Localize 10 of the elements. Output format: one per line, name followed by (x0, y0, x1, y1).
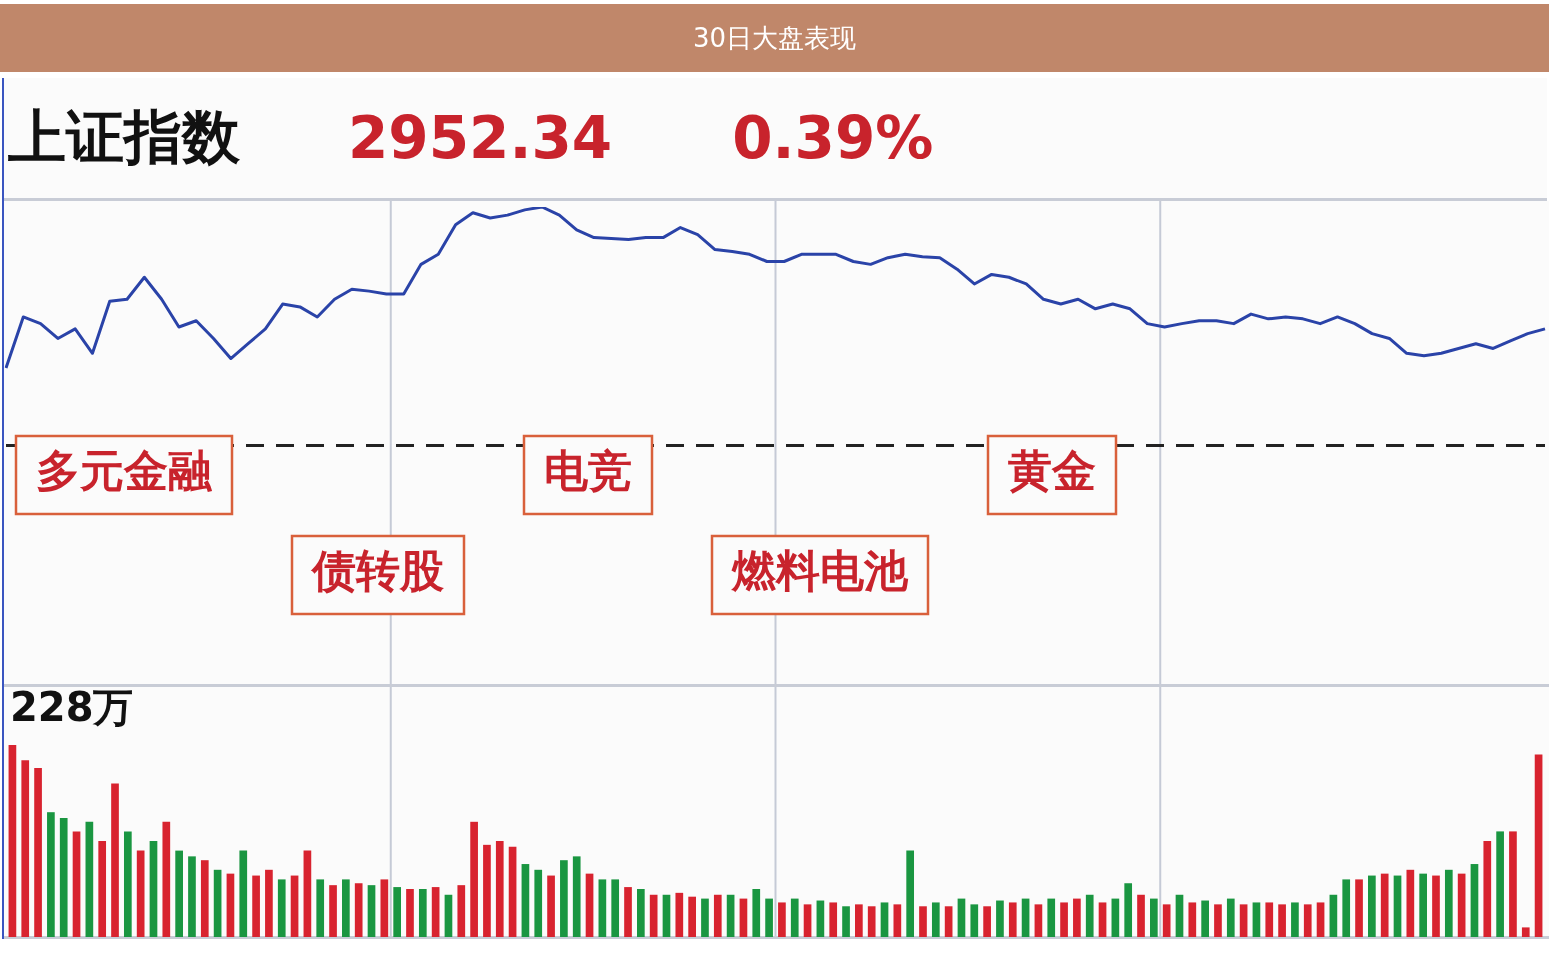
chart-title: 30日大盘表现 (0, 4, 1549, 72)
annotation: 电竞 (544, 445, 632, 497)
text: 2952.34 (348, 104, 613, 172)
annotation: 228万 (10, 684, 134, 731)
annotation: 燃料电池 (730, 545, 909, 597)
annotation: 债转股 (310, 545, 444, 597)
chart-subtitle: 上证指数 (8, 102, 241, 173)
annotation: 黄金 (1008, 445, 1096, 497)
text: 0.39% (732, 104, 934, 172)
annotation: 多元金融 (36, 445, 213, 497)
